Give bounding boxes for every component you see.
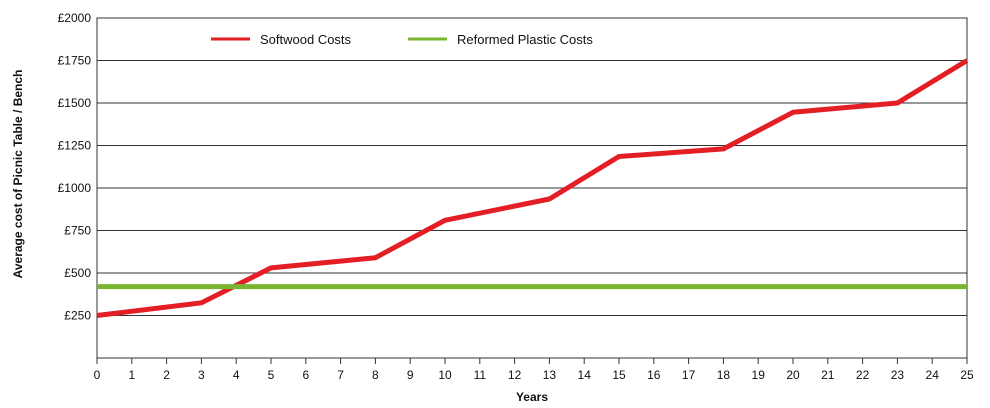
x-tick-label: 23 <box>891 368 905 382</box>
softwood-costs-line <box>96 58 969 318</box>
y-tick-label: £1750 <box>58 54 92 68</box>
x-tick-label: 13 <box>543 368 557 382</box>
x-tick-label: 24 <box>926 368 940 382</box>
y-tick-label: £250 <box>64 309 91 323</box>
x-tick-label: 17 <box>682 368 696 382</box>
x-tick-label: 7 <box>337 368 344 382</box>
y-axis-title: Average cost of Picnic Table / Bench <box>11 70 25 279</box>
x-tick-label: 19 <box>752 368 766 382</box>
x-tick-label: 11 <box>474 368 487 382</box>
x-axis-title: Years <box>516 390 548 403</box>
y-tick-label: £1000 <box>58 181 92 195</box>
x-tick-label: 6 <box>302 368 309 382</box>
x-tick-label: 22 <box>856 368 870 382</box>
y-tick-label: £1500 <box>58 96 92 110</box>
x-tick-label: 4 <box>233 368 240 382</box>
x-tick-label: 2 <box>163 368 170 382</box>
x-tick-label: 15 <box>612 368 626 382</box>
x-tick-label: 20 <box>786 368 800 382</box>
series-lines <box>96 58 969 318</box>
y-tick-label: £500 <box>64 266 91 280</box>
x-tick-label: 12 <box>508 368 522 382</box>
x-tick-label: 18 <box>717 368 731 382</box>
x-tick-label: 5 <box>268 368 275 382</box>
x-tick-label: 25 <box>960 368 974 382</box>
x-tick-label: 16 <box>647 368 661 382</box>
legend-label: Softwood Costs <box>260 32 352 47</box>
y-tick-label: £1250 <box>58 139 92 153</box>
grid-lines <box>97 60 967 316</box>
plot-frame <box>96 17 968 359</box>
x-tick-label: 9 <box>407 368 414 382</box>
legend: Softwood Costs Reformed Plastic Costs <box>211 32 593 47</box>
x-tick-label: 8 <box>372 368 379 382</box>
y-tick-label: £2000 <box>58 11 92 25</box>
x-tick-label: 14 <box>578 368 592 382</box>
x-tick-label: 3 <box>198 368 205 382</box>
x-tick-label: 21 <box>821 368 835 382</box>
y-tick-label: £750 <box>64 224 91 238</box>
x-tick-label: 1 <box>128 368 135 382</box>
x-tick-label: 0 <box>94 368 101 382</box>
x-tick-label: 10 <box>438 368 452 382</box>
legend-label: Reformed Plastic Costs <box>457 32 593 47</box>
